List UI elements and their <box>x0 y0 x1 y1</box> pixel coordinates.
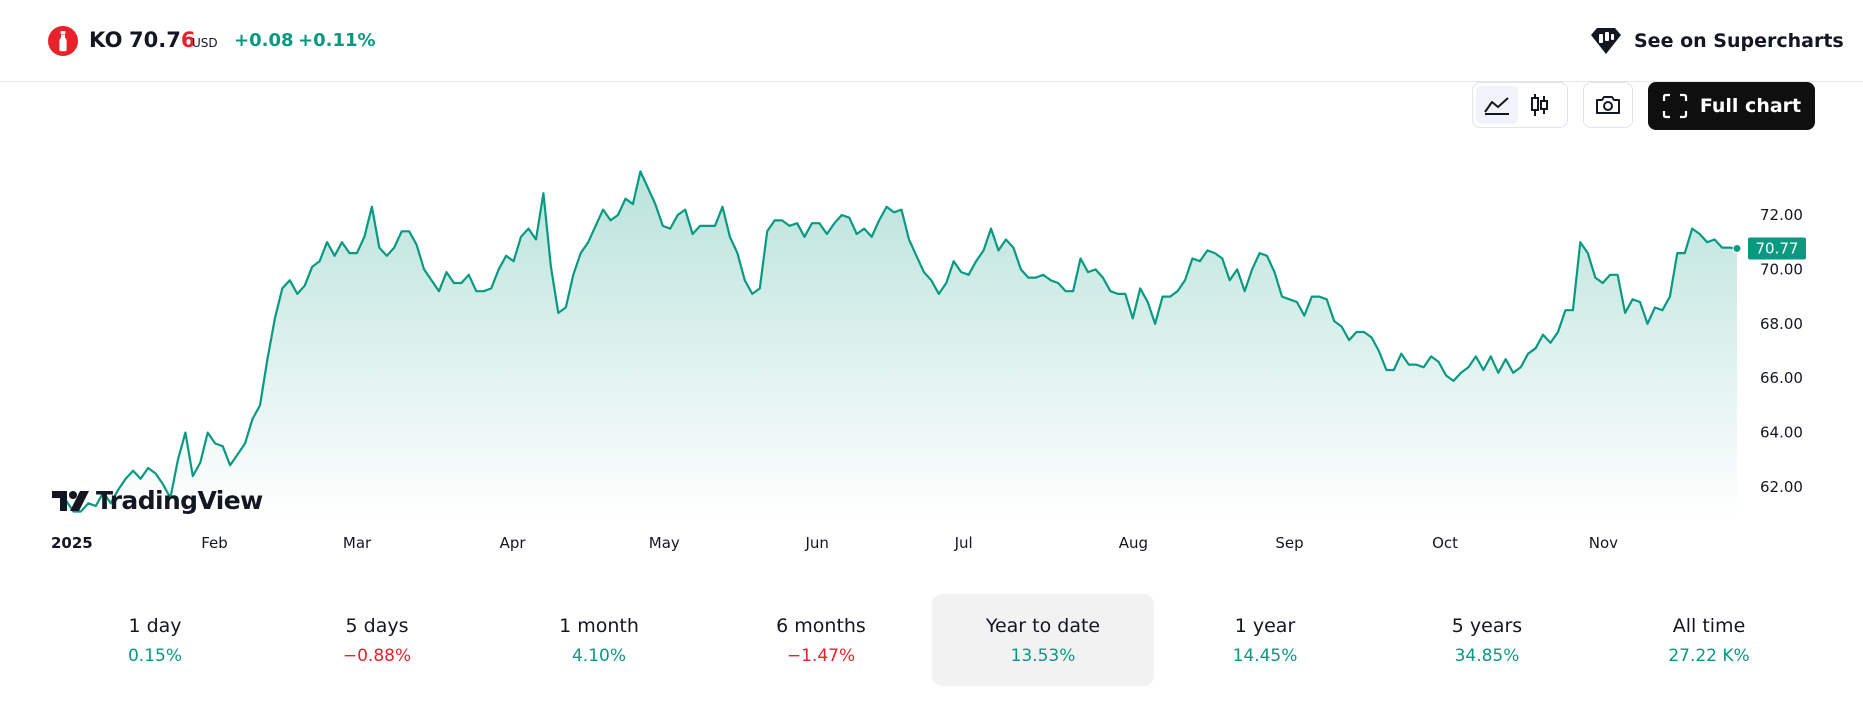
y-tick-label: 72.00 <box>1760 206 1803 224</box>
x-tick-label: Jul <box>954 534 973 552</box>
last-price: 70.76 <box>129 28 195 52</box>
see-on-supercharts-label: See on Supercharts <box>1634 30 1844 52</box>
period-tab[interactable]: 1 month 4.10% <box>488 594 710 686</box>
period-return: 0.15% <box>127 645 182 666</box>
period-label: 6 months <box>776 614 866 637</box>
period-return: 27.22 K% <box>1668 645 1750 666</box>
period-label: 1 day <box>128 614 182 637</box>
period-label: 1 year <box>1234 614 1296 637</box>
snapshot-group <box>1583 82 1633 128</box>
last-price-point <box>1732 243 1742 253</box>
last-price-digit: 6 <box>180 28 196 52</box>
period-return: 13.53% <box>1010 645 1076 666</box>
fullscreen-icon <box>1662 93 1687 119</box>
tradingview-name: TradingView <box>96 486 263 515</box>
period-tab[interactable]: All time 27.22 K% <box>1598 594 1820 686</box>
y-tick-label: 68.00 <box>1760 315 1803 333</box>
price-change-percent: +0.11% <box>298 30 376 51</box>
period-label: 5 years <box>1451 614 1523 637</box>
supercharts-icon <box>1591 28 1621 54</box>
period-tab[interactable]: 5 days −0.88% <box>266 594 488 686</box>
period-return: −0.88% <box>342 645 412 666</box>
period-tab[interactable]: 1 year 14.45% <box>1154 594 1376 686</box>
performance-periods: 1 day 0.15% 5 days −0.88% 1 month 4.10% 6 mont… <box>44 594 1820 686</box>
x-tick-label: Jun <box>804 534 828 552</box>
see-on-supercharts-button[interactable]: See on Supercharts <box>1590 25 1844 57</box>
y-tick-label: 70.00 <box>1760 260 1803 278</box>
full-chart-label: Full chart <box>1699 95 1802 117</box>
period-return: 34.85% <box>1454 645 1520 666</box>
candlestick-button[interactable] <box>1518 86 1560 124</box>
area-chart-icon <box>1484 97 1509 115</box>
chart-style-switcher <box>1472 82 1568 128</box>
price-chart[interactable]: 72.00 70.00 68.00 66.00 64.00 62.00 70.77 2025 F… <box>0 130 1863 560</box>
camera-icon <box>1596 96 1620 114</box>
x-tick-label: Nov <box>1589 534 1618 552</box>
snapshot-button[interactable] <box>1587 86 1629 124</box>
full-chart-button[interactable]: Full chart <box>1648 82 1815 130</box>
period-tab[interactable]: 6 months −1.47% <box>710 594 932 686</box>
last-price-main: 70.7 <box>129 28 181 52</box>
x-tick-label: 2025 <box>51 534 93 552</box>
period-label: Year to date <box>985 614 1101 637</box>
last-value-badge: 70.77 <box>1748 237 1806 260</box>
x-tick-label: Oct <box>1432 534 1458 552</box>
y-tick-label: 64.00 <box>1760 424 1803 442</box>
period-return: 14.45% <box>1232 645 1298 666</box>
y-tick-label: 66.00 <box>1760 369 1803 387</box>
period-tab[interactable]: 5 years 34.85% <box>1376 594 1598 686</box>
x-tick-label: Sep <box>1275 534 1303 552</box>
x-tick-label: Mar <box>343 534 372 552</box>
period-label: 5 days <box>345 614 409 637</box>
last-value-badge-bg <box>1748 237 1806 260</box>
period-tab[interactable]: 1 day 0.15% <box>44 594 266 686</box>
period-label: 1 month <box>559 614 639 637</box>
x-tick-label: Aug <box>1119 534 1148 552</box>
currency-label: USD <box>192 36 218 50</box>
x-tick-label: Feb <box>201 534 228 552</box>
price-change: +0.08 <box>234 30 294 51</box>
tradingview-watermark: TradingView <box>52 486 263 515</box>
y-tick-label: 62.00 <box>1760 478 1803 496</box>
period-return: 4.10% <box>571 645 626 666</box>
period-label: All time <box>1672 614 1746 637</box>
period-return: −1.47% <box>786 645 856 666</box>
ticker-symbol: KO <box>89 28 123 52</box>
area-chart-button[interactable] <box>1476 86 1518 124</box>
tradingview-logo-icon <box>52 490 89 511</box>
symbol-header: KO 70.76 USD +0.08 +0.11% See on Superch… <box>0 0 1863 82</box>
candlestick-icon <box>1531 94 1548 116</box>
x-tick-label: Apr <box>500 534 527 552</box>
period-tab[interactable]: Year to date 13.53% <box>932 594 1154 686</box>
coca-cola-bottle-icon <box>48 26 78 56</box>
x-tick-label: May <box>649 534 680 552</box>
price-area-fill <box>66 171 1737 520</box>
price-line <box>65 170 1738 513</box>
last-value-label: 70.77 <box>1756 239 1799 257</box>
